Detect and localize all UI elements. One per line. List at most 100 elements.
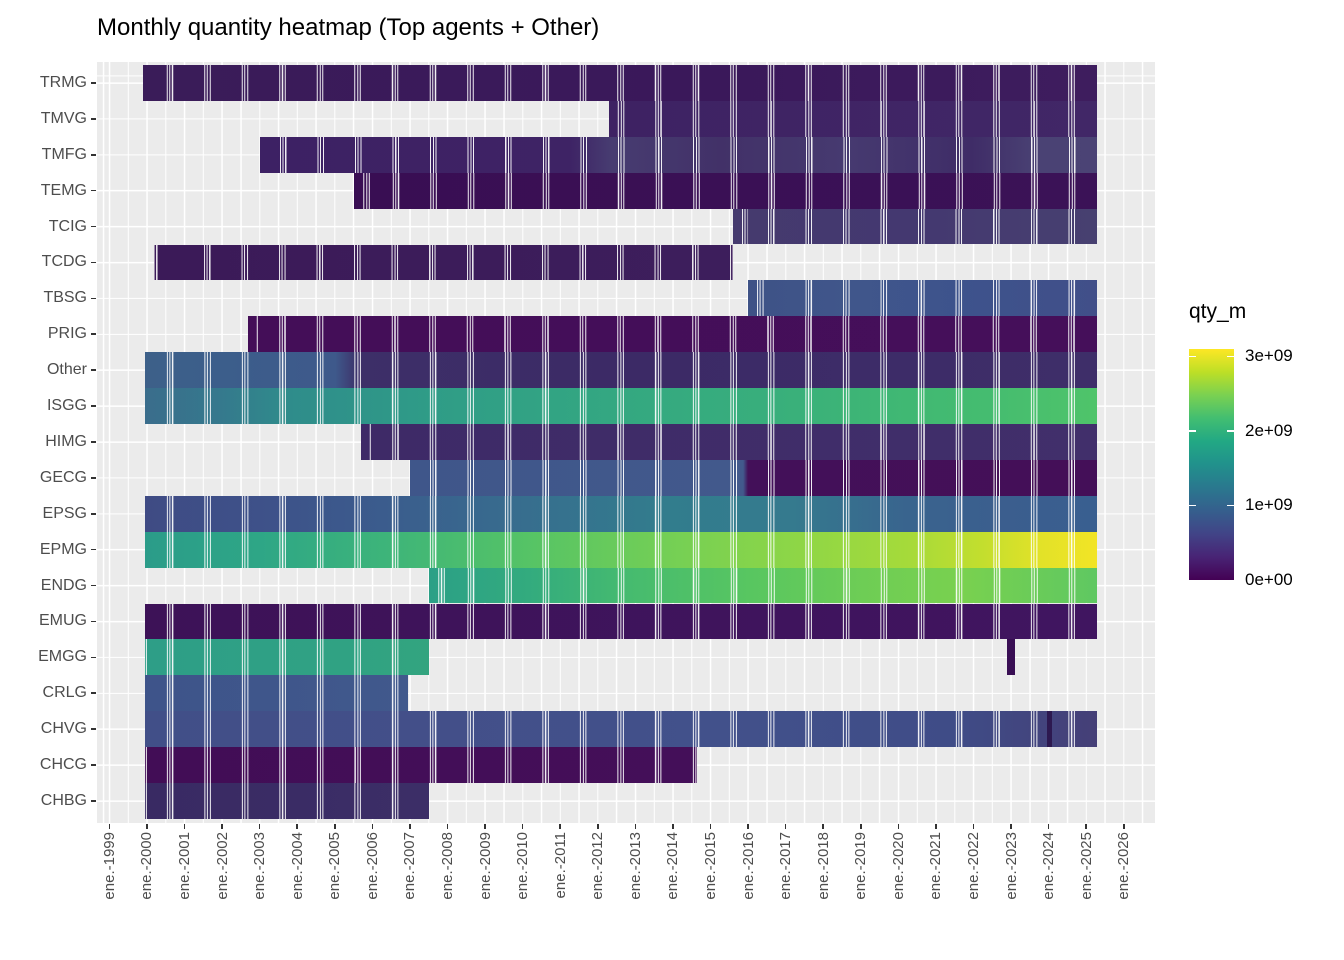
x-axis-tick [221, 824, 223, 829]
y-axis-label-emug: EMUG [39, 612, 87, 630]
heatmap-row-band-trmg [143, 65, 1098, 101]
x-axis-tick [559, 824, 562, 829]
x-axis-label-2010: ene.-2010 [514, 832, 532, 900]
x-axis-tick [709, 824, 712, 829]
heatmap-row-band-epmg [145, 531, 1098, 568]
x-axis-label-2009: ene.-2009 [476, 832, 494, 900]
y-axis-label-chbg: CHBG [40, 791, 87, 809]
y-axis-label-trmg: TRMG [39, 73, 87, 91]
x-axis-tick [371, 824, 374, 829]
x-axis-tick [597, 824, 599, 829]
y-axis-tick [91, 728, 96, 730]
x-axis-tick [1085, 824, 1087, 829]
heatmap-row-band-endg [428, 567, 1098, 604]
x-axis-label-2014: ene.-2014 [664, 832, 682, 900]
legend-colorbar-tick [1227, 504, 1234, 507]
x-axis-tick [146, 824, 148, 829]
x-axis-tick [1010, 824, 1012, 829]
heatmap-row-band-epsg [145, 495, 1098, 532]
heatmap-row-band-gecg [409, 459, 1098, 496]
legend-colorbar-tick [1227, 430, 1234, 432]
heatmap-row-band-tcdg [154, 244, 734, 281]
heatmap-row-band-temg [353, 172, 1098, 209]
heatmap-row-band-other [145, 352, 1098, 389]
y-axis-tick [91, 512, 96, 515]
heatmap-row-band-chcg [145, 747, 698, 783]
plot-panel [97, 62, 1155, 823]
x-axis-tick [296, 824, 299, 829]
x-axis-tick [446, 824, 449, 829]
y-axis-tick [91, 764, 96, 766]
y-axis-tick [91, 548, 96, 551]
y-axis-tick [91, 225, 96, 228]
legend-tick-label: 1e+09 [1245, 495, 1293, 515]
heatmap-row-band-prig [248, 316, 1098, 353]
x-axis-tick [108, 824, 111, 829]
x-axis-label-2026: ene.-2026 [1115, 832, 1133, 900]
heatmap-row-band-himg [361, 424, 1098, 460]
legend-colorbar-tick [1189, 504, 1196, 507]
heatmap-row-band-tmvg [609, 100, 1098, 137]
x-axis-label-2022: ene.-2022 [965, 832, 982, 900]
heatmap-row-band-tbsg [748, 280, 1098, 317]
y-axis-label-isgg: ISGG [46, 397, 87, 415]
heatmap-row-band-crlg [145, 675, 409, 712]
heatmap-row-band-emug [145, 603, 1098, 640]
y-axis-tick [91, 584, 96, 587]
x-axis-tick [484, 824, 486, 829]
x-axis-label-2021: ene.-2021 [927, 832, 945, 900]
x-axis-label-2023: ene.-2023 [1002, 832, 1020, 900]
y-axis-tick [91, 118, 96, 120]
x-axis-tick [258, 824, 261, 829]
y-axis-tick [91, 477, 96, 479]
x-axis-label-2011: ene.-2011 [551, 832, 569, 899]
x-axis-tick [784, 824, 787, 829]
y-axis-label-chvg: CHVG [40, 720, 87, 738]
heatmap-row-band-chvg [145, 711, 1098, 748]
y-axis-label-tcig: TCIG [48, 217, 87, 235]
x-axis-label-2018: ene.-2018 [814, 832, 832, 900]
y-axis-label-temg: TEMG [40, 181, 87, 199]
x-axis-tick [409, 824, 411, 829]
x-axis-label-1999: ene.-1999 [100, 832, 118, 900]
x-axis-tick [521, 824, 524, 829]
x-axis-label-2001: ene.-2001 [176, 832, 194, 900]
legend-colorbar-tick [1189, 355, 1196, 358]
x-axis-label-2017: ene.-2017 [777, 832, 795, 900]
heatmap-row-band-isgg [145, 388, 1098, 424]
x-axis-label-2007: ene.-2007 [401, 832, 419, 900]
y-axis-tick [91, 441, 96, 443]
x-axis-label-2008: ene.-2008 [439, 832, 457, 900]
legend-tick-label: 0e+00 [1245, 570, 1293, 589]
y-axis-tick [91, 620, 96, 623]
y-axis-label-prig: PRIG [47, 325, 87, 343]
x-axis-label-2025: ene.-2025 [1077, 832, 1095, 900]
y-axis-tick [91, 692, 96, 695]
y-axis-tick [91, 405, 96, 407]
x-axis-tick [860, 824, 862, 829]
x-axis-label-2013: ene.-2013 [626, 832, 644, 900]
y-axis-tick [91, 82, 96, 84]
x-axis-label-2005: ene.-2005 [326, 832, 344, 900]
x-axis-label-2004: ene.-2004 [288, 832, 306, 900]
colorbar-gradient [1189, 349, 1234, 580]
x-axis-tick [334, 824, 336, 829]
x-axis-tick [822, 824, 825, 829]
heatmap-row-band-chbg [145, 783, 429, 819]
x-axis-label-2015: ene.-2015 [702, 832, 720, 900]
x-axis-label-2012: ene.-2012 [589, 832, 607, 900]
y-axis-tick [91, 189, 96, 192]
y-axis-label-tbsg: TBSG [43, 289, 87, 307]
y-axis-label-tmvg: TMVG [40, 109, 87, 127]
y-axis-label-endg: ENDG [40, 576, 87, 594]
heatmap-cell-chvg [1046, 711, 1053, 748]
heatmap-cell-emgg [1007, 639, 1015, 676]
x-axis-tick [972, 824, 975, 829]
legend-tick-label: 3e+09 [1245, 346, 1293, 366]
y-axis-label-other: Other [46, 361, 87, 379]
x-axis-tick [634, 824, 637, 829]
legend-title: qty_m [1189, 300, 1247, 323]
x-axis-label-2000: ene.-2000 [138, 832, 156, 900]
legend-colorbar-tick [1189, 430, 1196, 432]
